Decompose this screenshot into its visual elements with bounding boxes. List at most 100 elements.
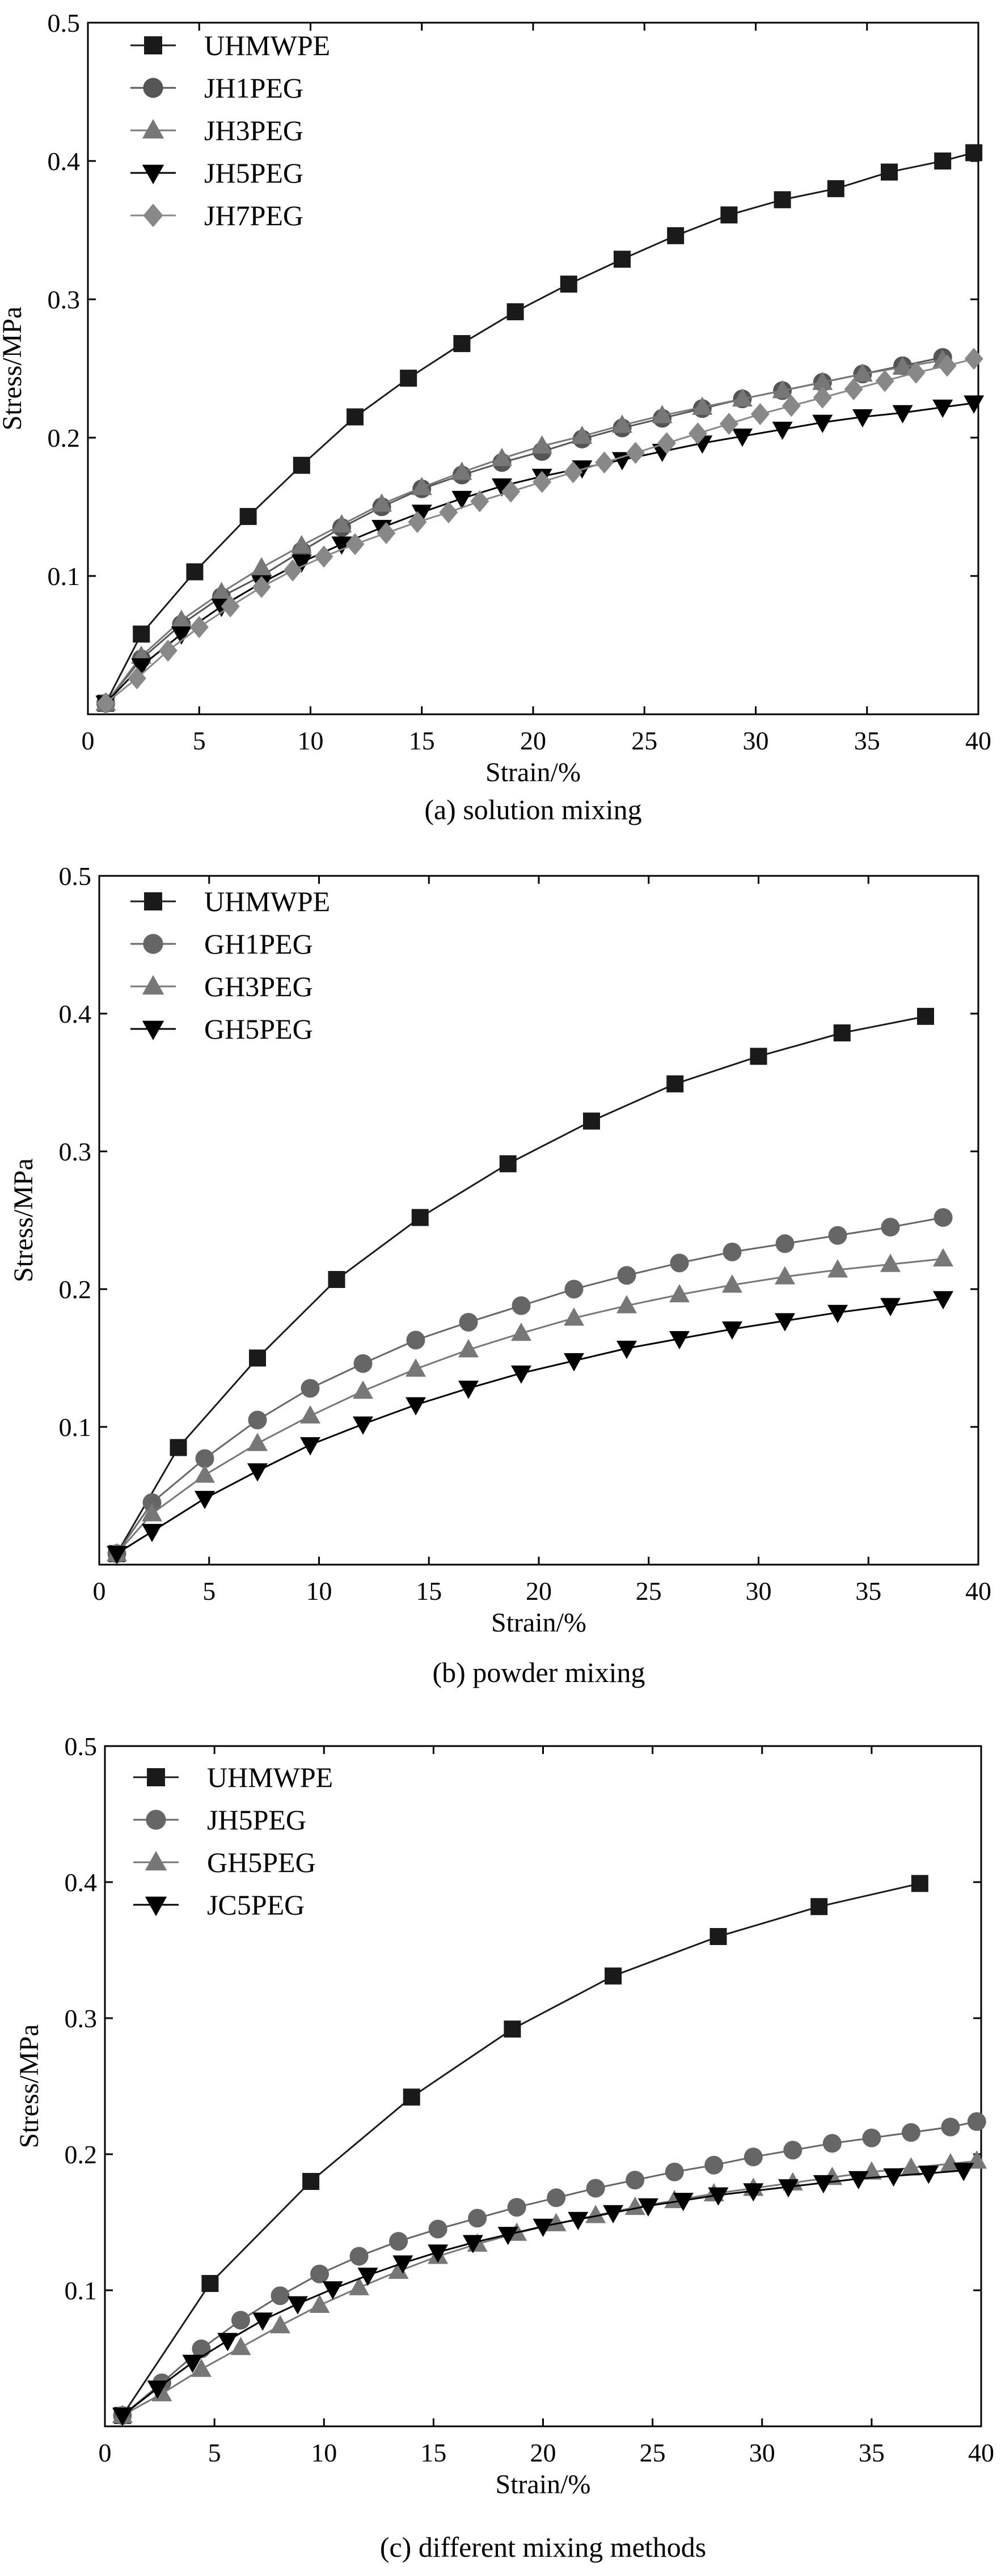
data-point: [249, 1349, 266, 1367]
data-point: [560, 276, 577, 293]
data-point: [300, 1405, 320, 1424]
data-point: [353, 1380, 373, 1399]
data-point: [750, 403, 770, 426]
y-tick-label: 0.5: [48, 9, 81, 37]
data-point: [211, 582, 232, 600]
data-point: [127, 667, 146, 690]
data-point: [389, 2232, 408, 2251]
chart-panel-a: 0 5 10 15 20 25 30 35 40 0.1 0.2 0.3 0.4 0.5 Strain/% S…: [0, 9, 991, 825]
series-jh5peg: [113, 2112, 986, 2425]
legend-marker: [143, 204, 163, 227]
data-point: [669, 1283, 690, 1303]
series-gh1peg: [107, 1208, 953, 1564]
data-point: [828, 1226, 847, 1245]
data-point: [142, 1503, 162, 1522]
series-gh3peg: [107, 1248, 953, 1562]
data-point: [349, 2247, 369, 2266]
data-point: [964, 395, 985, 414]
data-point: [934, 152, 952, 170]
data-point: [743, 2183, 764, 2202]
data-point: [782, 395, 801, 417]
data-point: [458, 1380, 479, 1399]
data-point: [331, 536, 352, 555]
data-point: [201, 2275, 219, 2292]
data-point: [688, 422, 707, 445]
data-point: [918, 2166, 939, 2184]
data-point: [283, 559, 302, 582]
data-point: [170, 1439, 187, 1456]
legend-label: JH5PEG: [207, 1804, 306, 1836]
legend-label: GH5PEG: [207, 1846, 316, 1878]
data-point: [657, 432, 676, 455]
data-point: [347, 408, 364, 426]
data-point: [965, 144, 983, 162]
data-point: [708, 2187, 729, 2206]
data-point: [810, 1898, 828, 1916]
data-point: [107, 1546, 127, 1565]
legend-item: UHMWPE: [130, 29, 330, 61]
data-point: [133, 625, 150, 643]
data-point: [171, 609, 192, 628]
legend-item: GH1PEG: [130, 928, 313, 960]
x-tick-label: 20: [520, 726, 546, 755]
data-point: [833, 1024, 851, 1042]
series-line: [116, 1015, 926, 1554]
data-point: [371, 493, 392, 512]
data-point: [453, 335, 471, 353]
data-point: [501, 480, 521, 503]
data-point: [614, 251, 631, 268]
data-point: [345, 533, 365, 556]
data-point: [772, 380, 793, 399]
x-tick-label: 30: [743, 726, 769, 755]
data-point: [428, 2244, 449, 2263]
data-point: [880, 1298, 901, 1316]
y-tick-label: 0.1: [65, 2276, 98, 2305]
data-point: [723, 1242, 742, 1261]
data-point: [940, 2153, 961, 2172]
data-point: [309, 2294, 330, 2313]
legend-item: JH3PEG: [130, 115, 303, 146]
data-point: [911, 1875, 928, 1892]
data-point: [861, 2161, 882, 2180]
data-point: [408, 511, 427, 533]
data-point: [147, 2380, 168, 2399]
data-point: [624, 2196, 645, 2215]
legend-item: GH3PEG: [130, 971, 313, 1002]
data-point: [511, 1365, 531, 1384]
legend-label: JH5PEG: [204, 157, 303, 189]
data-point: [195, 1449, 214, 1468]
data-point: [96, 692, 115, 714]
x-tick-label: 40: [965, 1577, 991, 1605]
data-point: [586, 2179, 605, 2198]
data-point: [322, 2281, 343, 2300]
data-point: [652, 405, 673, 423]
legend: UHMWPE GH1PEG GH3PEG GH5PEG: [130, 886, 330, 1045]
y-tick-label: 0.4: [59, 999, 92, 1028]
data-point: [626, 2171, 645, 2190]
data-point: [247, 1433, 268, 1451]
data-point: [953, 2163, 974, 2181]
legend-marker: [142, 164, 164, 184]
x-tick-label: 5: [208, 2438, 221, 2467]
data-point: [906, 361, 926, 384]
data-point: [506, 303, 524, 320]
data-point: [252, 2312, 273, 2331]
data-point: [732, 388, 753, 407]
legend-marker: [142, 975, 164, 995]
data-point: [875, 370, 894, 392]
data-point: [462, 2235, 483, 2253]
x-tick-label: 20: [530, 2438, 556, 2467]
legend-marker: [147, 1768, 165, 1786]
legend-item: JH5PEG: [133, 1804, 306, 1836]
panel-caption: (a) solution mixing: [424, 794, 641, 825]
data-point: [822, 2134, 842, 2153]
y-tick-label: 0.4: [65, 1868, 98, 1897]
data-point: [775, 1313, 795, 1332]
legend-item: GH5PEG: [133, 1846, 316, 1878]
data-point: [388, 2260, 409, 2279]
data-point: [239, 508, 257, 526]
data-point: [353, 1354, 373, 1373]
data-point: [533, 471, 552, 493]
data-point: [497, 2227, 518, 2245]
